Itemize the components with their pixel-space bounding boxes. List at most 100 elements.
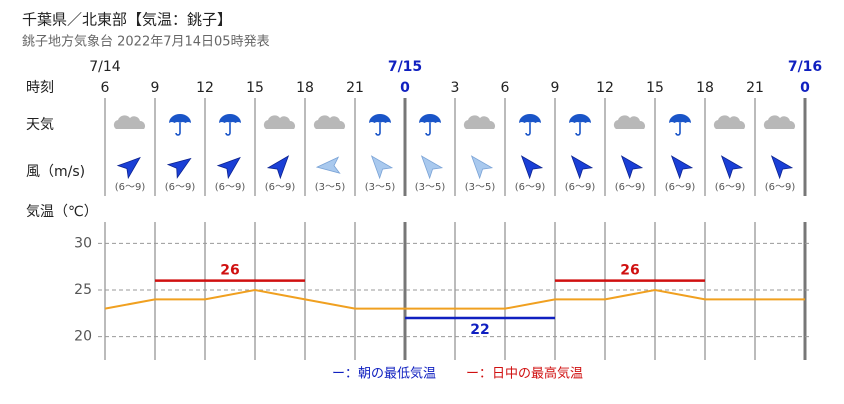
arrow [770,155,794,180]
legend-max: ー：日中の最高気温 [466,366,583,382]
umbrella [169,114,191,123]
arrow [216,156,241,180]
wind-arrow [266,155,290,180]
cloud [613,115,645,129]
hour-label: 6 [101,80,110,96]
arrow [570,155,594,180]
hour-label: 0 [800,80,810,96]
arrow [520,155,544,180]
rain-icon [519,114,541,136]
umbrella-handle [425,123,431,136]
hour-label: 9 [151,80,160,96]
title: 千葉県／北東部【気温：銚子】 [22,11,232,29]
arrow [370,155,394,180]
umbrella [569,114,591,123]
wind-label: (6～9) [665,182,696,193]
rain-icon [419,114,441,136]
rain-icon [219,114,241,136]
cloud-icon [463,115,495,129]
umbrella-handle [225,123,231,136]
cloud-icon [613,115,645,129]
morning_min-label: 22 [470,322,489,338]
wind-label: (3～5) [465,182,496,193]
hour-label: 0 [400,80,410,96]
umbrella-handle [525,123,531,136]
cloud [263,115,295,129]
wind-label: (6～9) [765,182,796,193]
wind-label: (6～9) [215,182,246,193]
wind-arrow [470,155,494,180]
wind-label: (6～9) [565,182,596,193]
daytime_max-label: 26 [620,263,639,279]
arrow [315,156,341,174]
arrow [720,155,744,180]
wind-arrow [620,155,644,180]
wind-label: (6～9) [265,182,296,193]
arrow [670,155,694,180]
wind-arrow [570,155,594,180]
date-label: 7/15 [388,59,422,75]
row-label: 風（m/s) [26,164,85,180]
arrow [470,155,494,180]
wind-arrow [216,156,241,180]
daytime_max-label: 26 [220,263,239,279]
umbrella [419,114,441,123]
arrow [116,156,141,180]
hour-label: 15 [646,80,664,96]
wind-label: (6～9) [115,182,146,193]
hour-label: 12 [196,80,214,96]
umbrella-handle [175,123,181,136]
cloud-icon [263,115,295,129]
wind-arrow [370,155,394,180]
hour-label: 3 [451,80,460,96]
cloud [463,115,495,129]
rain-icon [569,114,591,136]
cloud-icon [113,115,145,129]
date-label: 7/14 [89,59,121,75]
cloud-icon [713,115,745,129]
umbrella-handle [375,123,381,136]
umbrella [369,114,391,123]
row-label: 気温（℃） [26,204,98,220]
wind-label: (6～9) [615,182,646,193]
arrow [266,155,290,180]
hour-label: 15 [246,80,264,96]
hour-label: 12 [596,80,614,96]
legend-min: ー：朝の最低気温 [332,366,436,382]
cloud-icon [313,115,345,129]
wind-arrow [166,157,192,179]
subtitle: 銚子地方気象台 2022年7月14日05時発表 [22,34,270,50]
hour-label: 18 [296,80,314,96]
y-tick-label: 20 [74,329,92,345]
wind-label: (3～5) [315,182,346,193]
hour-label: 6 [501,80,510,96]
umbrella [519,114,541,123]
cloud [113,115,145,129]
temperature-line [104,288,805,310]
hour-label: 18 [696,80,714,96]
wind-label: (3～5) [365,182,396,193]
umbrella-handle [675,123,681,136]
umbrella [219,114,241,123]
row-label: 天気 [26,117,54,133]
wind-arrow [720,155,744,180]
cloud-icon [763,115,795,129]
wind-arrow [420,155,444,180]
wind-arrow [520,155,544,180]
y-tick-label: 30 [74,235,92,251]
y-tick-label: 25 [74,282,92,298]
hour-label: 21 [746,80,764,96]
arrow [420,155,444,180]
wind-label: (3～5) [415,182,446,193]
hour-label: 21 [346,80,364,96]
date-label: 7/16 [788,59,822,75]
umbrella-handle [575,123,581,136]
wind-label: (6～9) [515,182,546,193]
arrow [166,157,192,179]
cloud [313,115,345,129]
umbrella [669,114,691,123]
cloud [763,115,795,129]
wind-arrow [670,155,694,180]
rain-icon [369,114,391,136]
